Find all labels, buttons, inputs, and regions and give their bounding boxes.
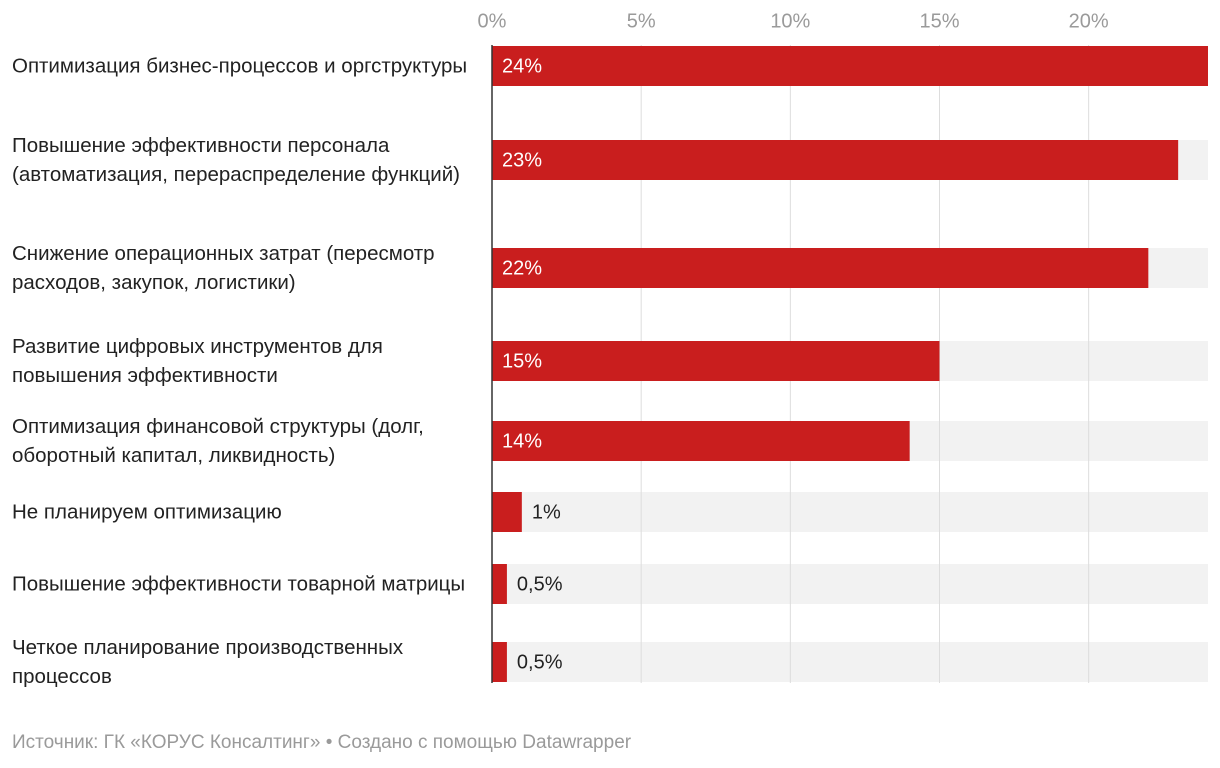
bar <box>492 46 1208 86</box>
bar <box>492 421 910 461</box>
value-label: 15% <box>502 350 542 372</box>
bar-track <box>492 642 1208 682</box>
category-label: Не планируем оптимизацию <box>12 500 282 524</box>
category-label: Снижение операционных затрат (пересмотр … <box>12 242 435 294</box>
category-label: Повышение эффективности товарной матрицы <box>12 572 466 596</box>
category-label: Четкое планирование производственных про… <box>12 636 404 688</box>
bar <box>492 564 507 604</box>
category-label: Оптимизация бизнес-процессов и оргструкт… <box>12 54 468 78</box>
bar <box>492 642 507 682</box>
bar-track <box>492 564 1208 604</box>
value-label: 22% <box>502 257 542 279</box>
value-label: 24% <box>502 55 542 77</box>
x-tick-label: 20% <box>1069 10 1109 32</box>
category-label: Развитие цифровых инструментов для повыш… <box>12 335 383 387</box>
category-label: Оптимизация финансовой структуры (долг, … <box>12 415 424 467</box>
value-label: 1% <box>532 501 561 523</box>
bar <box>492 140 1179 180</box>
x-tick-label: 5% <box>627 10 656 32</box>
bar <box>492 248 1149 288</box>
bar <box>492 341 940 381</box>
x-tick-label: 0% <box>478 10 507 32</box>
value-label: 0,5% <box>517 573 563 595</box>
bar <box>492 492 522 532</box>
category-label: Повышение эффективности персонала (автом… <box>12 134 460 186</box>
value-label: 14% <box>502 430 542 452</box>
source: Источник: ГК «КОРУС Консалтинг» • Создан… <box>12 732 632 753</box>
x-tick-label: 10% <box>770 10 810 32</box>
value-label: 23% <box>502 149 542 171</box>
bar-track <box>492 492 1208 532</box>
x-tick-label: 15% <box>919 10 959 32</box>
value-label: 0,5% <box>517 651 563 673</box>
